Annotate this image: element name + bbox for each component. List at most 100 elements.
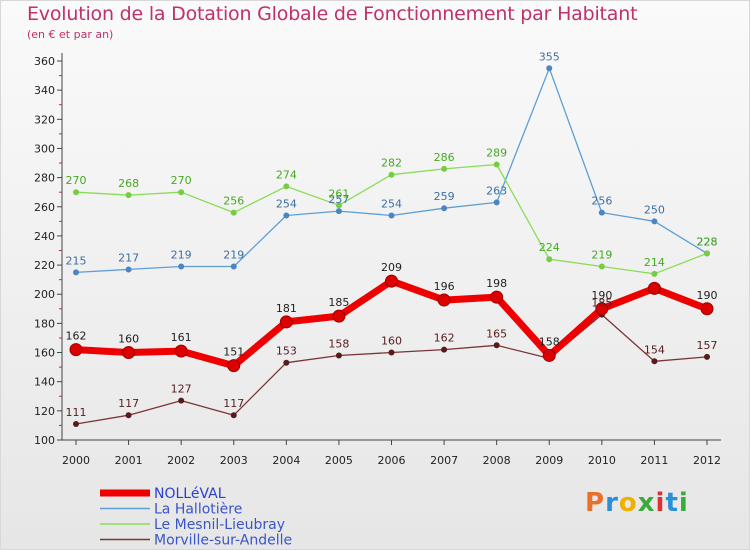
x-tick-label: 2008 [483, 454, 511, 467]
legend-label-le-mesnil-lieubray: Le Mesnil-Lieubray [154, 517, 285, 533]
data-label-noll-val: 158 [539, 335, 560, 348]
data-label-morville-sur-andelle: 162 [434, 332, 455, 345]
data-point-noll-val [279, 315, 293, 329]
data-point-le-mesnil-lieubray [441, 165, 448, 172]
data-point-morville-sur-andelle [178, 397, 185, 404]
logo-letter: i [655, 488, 666, 518]
data-label-noll-val: 162 [66, 330, 87, 343]
data-point-le-mesnil-lieubray [73, 189, 79, 196]
x-tick-label: 2001 [115, 454, 143, 467]
data-label-le-mesnil-lieubray: 270 [66, 174, 87, 187]
data-point-la-halloti-re [598, 209, 605, 216]
data-label-la-halloti-re: 355 [539, 50, 560, 63]
data-label-morville-sur-andelle: 154 [644, 343, 665, 356]
data-point-la-halloti-re [178, 263, 185, 270]
data-label-le-mesnil-lieubray: 261 [328, 187, 349, 200]
y-tick-label: 320 [34, 113, 55, 126]
data-label-le-mesnil-lieubray: 228 [697, 235, 718, 248]
y-tick-label: 160 [34, 347, 55, 360]
data-point-la-halloti-re [335, 208, 342, 215]
data-point-morville-sur-andelle [704, 353, 710, 360]
data-label-noll-val: 160 [118, 333, 139, 346]
x-tick-label: 2004 [272, 454, 300, 467]
data-label-le-mesnil-lieubray: 224 [539, 241, 560, 254]
y-tick-label: 120 [34, 405, 55, 418]
data-label-la-halloti-re: 215 [66, 254, 87, 267]
data-point-morville-sur-andelle [230, 412, 237, 419]
data-point-la-halloti-re [546, 65, 553, 72]
data-point-noll-val [542, 348, 556, 362]
data-point-le-mesnil-lieubray [178, 189, 185, 196]
data-label-morville-sur-andelle: 111 [66, 406, 87, 419]
chart-title: Evolution de la Dotation Globale de Fonc… [27, 3, 638, 25]
data-label-la-halloti-re: 250 [644, 203, 665, 216]
data-label-noll-val: 151 [223, 346, 244, 359]
data-point-noll-val [174, 344, 188, 358]
x-tick-label: 2011 [640, 454, 668, 467]
logo-letter: o [618, 488, 638, 518]
data-point-la-halloti-re [283, 212, 290, 219]
data-point-le-mesnil-lieubray [598, 263, 605, 270]
data-point-le-mesnil-lieubray [125, 192, 132, 199]
legend-label-morville-sur-andelle: Morville-sur-Andelle [154, 533, 292, 549]
y-tick-label: 260 [34, 201, 55, 214]
x-tick-label: 2006 [378, 454, 406, 467]
y-tick-label: 220 [34, 259, 55, 272]
data-label-noll-val: 181 [276, 302, 297, 315]
data-point-le-mesnil-lieubray [335, 202, 342, 209]
x-tick-label: 2007 [430, 454, 458, 467]
data-label-la-halloti-re: 228 [697, 235, 718, 248]
data-label-la-halloti-re: 259 [434, 190, 455, 203]
y-tick-label: 360 [34, 55, 55, 68]
data-point-la-halloti-re [441, 205, 448, 212]
x-tick-label: 2000 [62, 454, 90, 467]
data-point-le-mesnil-lieubray [704, 250, 710, 257]
data-point-la-halloti-re [125, 266, 132, 273]
data-point-noll-val [700, 302, 714, 316]
data-label-la-halloti-re: 219 [171, 249, 192, 262]
series-line-la-halloti-re [75, 67, 708, 274]
data-point-morville-sur-andelle [388, 349, 395, 356]
data-label-le-mesnil-lieubray: 270 [171, 174, 192, 187]
chart-subtitle: (en € et par an) [27, 28, 114, 41]
data-label-le-mesnil-lieubray: 214 [644, 256, 665, 269]
data-label-le-mesnil-lieubray: 289 [486, 146, 507, 159]
data-point-la-halloti-re [651, 218, 658, 225]
data-label-noll-val: 196 [434, 280, 455, 293]
data-label-morville-sur-andelle: 157 [697, 339, 718, 352]
x-tick-label: 2010 [588, 454, 616, 467]
data-point-morville-sur-andelle [73, 420, 79, 427]
x-tick-label: 2003 [220, 454, 248, 467]
data-label-la-halloti-re: 254 [381, 198, 402, 211]
data-label-noll-val: 190 [591, 289, 612, 302]
data-label-la-halloti-re: 263 [486, 184, 507, 197]
logo-letter: r [605, 488, 619, 518]
data-label-le-mesnil-lieubray: 286 [434, 151, 455, 164]
proxiti-logo: Proxiti [585, 488, 689, 518]
data-point-noll-val [595, 302, 609, 316]
data-point-noll-val [69, 343, 83, 357]
data-label-le-mesnil-lieubray: 274 [276, 168, 297, 181]
y-tick-label: 100 [34, 434, 55, 447]
data-label-morville-sur-andelle: 185 [591, 297, 612, 310]
data-point-morville-sur-andelle [441, 346, 448, 353]
data-label-morville-sur-andelle: 158 [328, 337, 349, 350]
x-tick-label: 2005 [325, 454, 353, 467]
data-point-noll-val [227, 359, 241, 373]
y-tick-label: 180 [34, 317, 55, 330]
data-label-le-mesnil-lieubray: 268 [118, 177, 139, 190]
data-label-le-mesnil-lieubray: 219 [591, 249, 612, 262]
data-label-la-halloti-re: 257 [328, 193, 349, 206]
logo-letter: t [665, 488, 679, 518]
data-point-noll-val [437, 293, 451, 307]
data-label-morville-sur-andelle: 117 [118, 397, 139, 410]
legend-label-noll-val: NOLLéVAL [154, 486, 226, 502]
data-label-morville-sur-andelle: 165 [486, 327, 507, 340]
data-label-le-mesnil-lieubray: 256 [223, 195, 244, 208]
data-label-noll-val: 198 [486, 277, 507, 290]
data-point-morville-sur-andelle [283, 359, 290, 366]
data-point-la-halloti-re [493, 199, 500, 206]
series-layer [69, 65, 714, 427]
logo-letter: P [585, 488, 606, 518]
